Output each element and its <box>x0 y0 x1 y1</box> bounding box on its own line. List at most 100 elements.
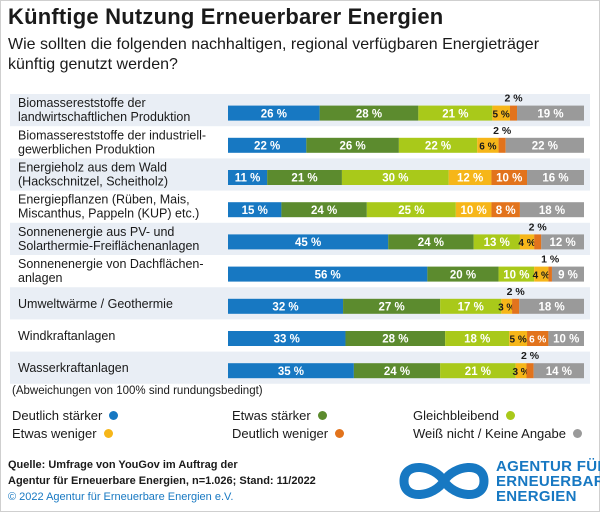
bar-segment <box>353 363 441 379</box>
legend-swatch <box>103 429 113 438</box>
bar-segment <box>398 137 478 153</box>
bar-segment <box>341 170 449 185</box>
bar-segment <box>448 170 492 185</box>
legend-label: Etwas stärker <box>232 408 311 423</box>
stacked-bar-chart: Biomassereststoffe derlandwirtschaftlich… <box>10 93 590 384</box>
data-label: 32 % <box>272 302 298 314</box>
bar-segment <box>343 298 441 314</box>
data-label: 21 % <box>465 366 491 378</box>
legend-label: Weiß nicht / Keine Angabe <box>413 426 566 441</box>
category-label: Wasserkraftanlagen <box>18 361 129 375</box>
data-label: 22 % <box>532 141 558 153</box>
data-label: 14 % <box>546 366 572 378</box>
data-label: 18 % <box>464 334 490 346</box>
category-label: anlagen <box>18 271 63 285</box>
logo-line-3: ENERGIEN <box>496 488 577 505</box>
data-label: 24 % <box>384 366 410 378</box>
bar-segment <box>527 331 549 346</box>
bar-segment <box>228 331 346 346</box>
bar-segment <box>515 363 527 379</box>
data-label: 16 % <box>542 173 568 185</box>
data-label: 28 % <box>382 334 408 346</box>
bar-segment <box>505 137 584 153</box>
chart-title: Künftige Nutzung Erneuerbarer Energien <box>8 4 444 29</box>
data-label: 10 % <box>496 173 522 185</box>
bar-segment <box>509 105 518 121</box>
data-label: 21 % <box>291 173 317 185</box>
category-label: Solarthermie-Freiflächenanlagen <box>18 239 199 253</box>
bar-segment <box>498 137 506 153</box>
data-label: 20 % <box>450 269 476 281</box>
bar-segment <box>228 298 344 314</box>
category-label: Sonnenenergie von Dachflächen- <box>18 257 204 271</box>
bar-segment <box>491 170 528 185</box>
bar-segment <box>319 105 419 121</box>
data-label: 30 % <box>382 173 408 185</box>
data-label-outside: 2 % <box>504 93 523 105</box>
bar-segment <box>473 234 520 250</box>
data-label: 24 % <box>311 205 337 217</box>
bar-segment <box>519 234 535 250</box>
bar-segment <box>491 202 520 218</box>
bar-segment <box>519 298 584 314</box>
source-line-2: Agentur für Erneuerbare Energien, n=1.02… <box>8 475 316 487</box>
bar-segment <box>509 331 528 346</box>
bar-segment <box>306 137 399 153</box>
category-label: Miscanthus, Pappeln (KUP) etc.) <box>18 207 199 221</box>
data-label: 5 % <box>510 335 527 346</box>
data-label-outside: 2 % <box>493 125 512 137</box>
bar-segment <box>228 234 389 250</box>
data-label: 15 % <box>242 205 268 217</box>
bar-segment <box>366 202 456 218</box>
bar-segment <box>440 298 502 314</box>
data-label: 3 % <box>512 367 529 378</box>
bar-segment <box>445 331 510 346</box>
data-label: 4 % <box>533 270 550 281</box>
data-label: 27 % <box>379 302 405 314</box>
data-label: 18 % <box>539 302 565 314</box>
legend-item-deutlich-weniger: Deutlich weniger <box>232 426 345 441</box>
legend-item-etwas-weniger: Etwas weniger <box>12 426 113 441</box>
data-label: 5 % <box>493 109 510 120</box>
data-label: 21 % <box>442 108 468 120</box>
category-label: landwirtschaftlichen Produktion <box>18 110 190 124</box>
source-note: Quelle: Umfrage von YouGov im Auftrag de… <box>8 457 316 489</box>
bar-segment <box>228 363 354 379</box>
data-label: 26 % <box>339 141 365 153</box>
data-label: 3 % <box>498 303 515 314</box>
data-label: 4 % <box>518 238 535 249</box>
legend-item-etwas-staerker: Etwas stärker <box>232 408 327 423</box>
bar-segment <box>418 105 493 121</box>
data-label-outside: 2 % <box>529 221 548 233</box>
data-label: 22 % <box>254 141 280 153</box>
infinity-logo-icon <box>399 463 489 499</box>
legend-label: Gleichbleibend <box>413 408 500 423</box>
data-label: 6 % <box>479 142 496 153</box>
category-label: Biomassereststoffe der <box>18 96 146 110</box>
data-label: 35 % <box>278 366 304 378</box>
data-label: 45 % <box>295 237 321 249</box>
category-label: Biomassereststoffe der industriell- <box>18 128 206 142</box>
legend-swatch <box>572 429 582 438</box>
data-label: 12 % <box>550 237 576 249</box>
bar-segment <box>517 105 584 121</box>
data-label: 28 % <box>356 108 382 120</box>
bar-segment <box>228 266 428 282</box>
bar-segment <box>492 105 510 121</box>
data-label: 6 % <box>529 335 546 346</box>
bar-segment <box>526 363 534 379</box>
data-label: 33 % <box>274 334 300 346</box>
bar-segment <box>228 202 282 218</box>
copyright-link[interactable]: © 2022 Agentur für Erneuerbare Energien … <box>8 491 234 503</box>
data-label: 9 % <box>558 269 578 281</box>
bar-segment <box>267 170 342 185</box>
bar-segment <box>228 170 268 185</box>
legend-item-gleichbleibend: Gleichbleibend <box>413 408 516 423</box>
bar-segment <box>527 170 584 185</box>
bar-segment <box>440 363 516 379</box>
legend-swatch <box>335 429 345 438</box>
data-label: 13 % <box>484 237 510 249</box>
legend-label: Deutlich weniger <box>232 426 329 441</box>
legend-item-deutlich-staerker: Deutlich stärker <box>12 408 119 423</box>
